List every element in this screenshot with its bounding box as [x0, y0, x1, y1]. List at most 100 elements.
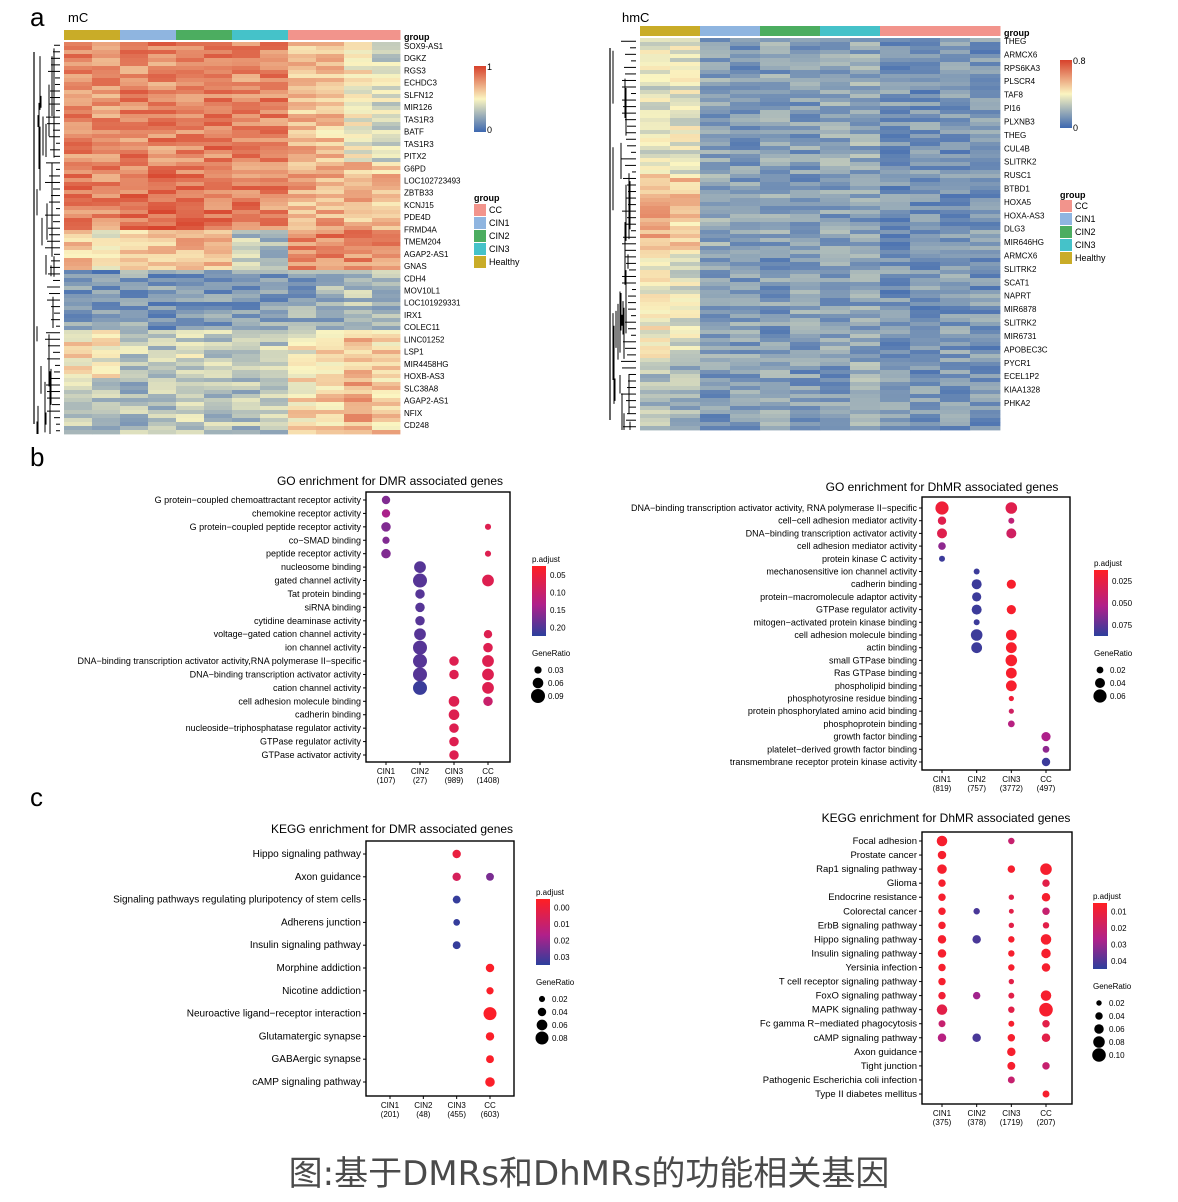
- heatmap-cell: [880, 146, 911, 151]
- color-legend-tick: 0.03: [1111, 940, 1127, 949]
- heatmap-cell: [910, 254, 941, 259]
- heatmap-cell: [970, 262, 1001, 267]
- heatmap-cell: [204, 362, 233, 367]
- heatmap-cell: [64, 238, 93, 243]
- heatmap-cell: [880, 174, 911, 179]
- heatmap-cell: [344, 382, 373, 387]
- heatmap-cell: [64, 270, 93, 275]
- gene-label: THEG: [1004, 37, 1026, 46]
- heatmap-cell: [790, 198, 821, 203]
- heatmap-cell: [970, 410, 1001, 415]
- heatmap-cell: [120, 54, 149, 59]
- y-tick-label: cytidine deaminase activity: [254, 616, 362, 626]
- heatmap-cell: [64, 86, 93, 91]
- heatmap-cell: [344, 326, 373, 331]
- heatmap-cell: [120, 98, 149, 103]
- heatmap-cell: [148, 238, 177, 243]
- heatmap-cell: [640, 190, 671, 195]
- heatmap-cell: [820, 402, 851, 407]
- heatmap-cell: [790, 190, 821, 195]
- heatmap-cell: [232, 378, 261, 383]
- group-bar-cell: [730, 26, 761, 36]
- y-tick-label: siRNA binding: [304, 602, 361, 612]
- heatmap-cell: [790, 426, 821, 431]
- heatmap-cell: [372, 190, 401, 195]
- heatmap-cell: [232, 354, 261, 359]
- heatmap-cell: [700, 286, 731, 291]
- heatmap-cell: [640, 338, 671, 343]
- heatmap-cell: [820, 42, 851, 47]
- heatmap-cell: [760, 170, 791, 175]
- heatmap-cell: [910, 414, 941, 419]
- heatmap-cell: [316, 422, 345, 427]
- enrichment-dot: [483, 1007, 497, 1021]
- enrichment-dot: [381, 495, 391, 505]
- heatmap-cell: [148, 166, 177, 171]
- heatmap-cell: [850, 382, 881, 387]
- heatmap-cell: [204, 202, 233, 207]
- heatmap-cell: [176, 290, 205, 295]
- heatmap-cell: [700, 310, 731, 315]
- gene-label: ZBTB33: [404, 189, 434, 198]
- heatmap-cell: [940, 246, 971, 251]
- heatmap-cell: [176, 114, 205, 119]
- heatmap-cell: [910, 210, 941, 215]
- heatmap-cell: [910, 194, 941, 199]
- heatmap-cell: [260, 202, 289, 207]
- group-bar-cell: [760, 26, 791, 36]
- heatmap-cell: [176, 178, 205, 183]
- heatmap-cell: [120, 182, 149, 187]
- heatmap-cell: [760, 298, 791, 303]
- heatmap-cell: [700, 154, 731, 159]
- heatmap-cell: [176, 426, 205, 431]
- heatmap-cell: [64, 314, 93, 319]
- heatmap-cell: [232, 338, 261, 343]
- heatmap-cell: [760, 222, 791, 227]
- heatmap-cell: [670, 246, 701, 251]
- heatmap-cell: [700, 66, 731, 71]
- heatmap-cell: [260, 174, 289, 179]
- y-tick-label: phosphotyrosine residue binding: [787, 694, 917, 704]
- heatmap-cell: [344, 66, 373, 71]
- heatmap-cell: [850, 78, 881, 83]
- enrichment-dot: [414, 628, 426, 641]
- heatmap-cell: [670, 214, 701, 219]
- heatmap-cell: [850, 82, 881, 87]
- heatmap-cell: [344, 238, 373, 243]
- heatmap-cell: [204, 258, 233, 263]
- heatmap-cell: [92, 422, 121, 427]
- heatmap-cell: [204, 294, 233, 299]
- heatmap-cell: [288, 82, 317, 87]
- heatmap-cell: [640, 114, 671, 119]
- heatmap-cell: [372, 406, 401, 411]
- heatmap-cell: [232, 402, 261, 407]
- heatmap-cell: [820, 202, 851, 207]
- heatmap-cell: [204, 274, 233, 279]
- heatmap-cell: [232, 282, 261, 287]
- heatmap-cell: [64, 386, 93, 391]
- heatmap-cell: [700, 278, 731, 283]
- heatmap-cell: [670, 138, 701, 143]
- heatmap-cell: [790, 246, 821, 251]
- heatmap-cell: [372, 230, 401, 235]
- heatmap-cell: [232, 98, 261, 103]
- heatmap-cell: [940, 346, 971, 351]
- heatmap-cell: [176, 274, 205, 279]
- heatmap-cell: [880, 358, 911, 363]
- heatmap-cell: [670, 366, 701, 371]
- heatmap-cell: [92, 50, 121, 55]
- heatmap-cell: [344, 166, 373, 171]
- heatmap-cell: [232, 258, 261, 263]
- heatmap-cell: [288, 166, 317, 171]
- gene-label: THEG: [1004, 131, 1026, 140]
- heatmap-cell: [970, 354, 1001, 359]
- gene-label: ECEL1P2: [1004, 372, 1040, 381]
- heatmap-cell: [120, 314, 149, 319]
- heatmap-cell: [316, 218, 345, 223]
- heatmap-cell: [92, 282, 121, 287]
- heatmap-cell: [120, 134, 149, 139]
- heatmap-cell: [640, 290, 671, 295]
- heatmap-cell: [344, 118, 373, 123]
- heatmap-cell: [204, 282, 233, 287]
